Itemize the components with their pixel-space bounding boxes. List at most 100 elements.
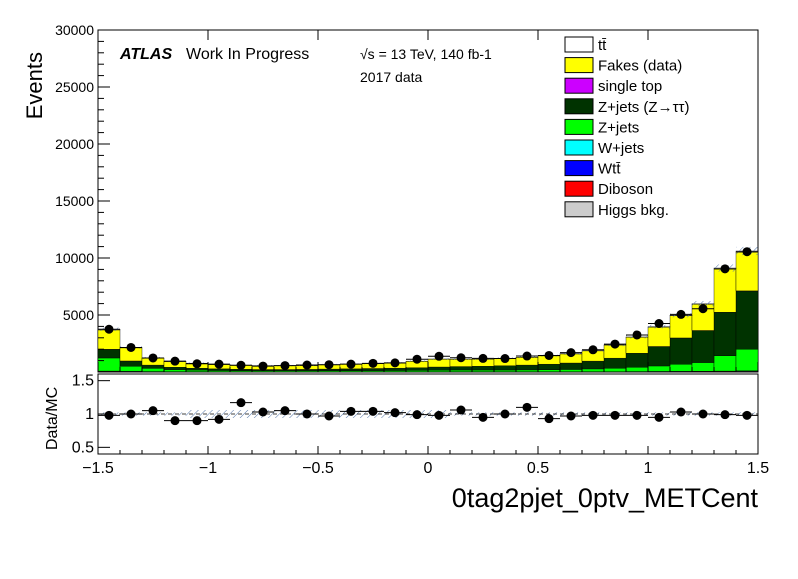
data-point xyxy=(721,264,730,273)
x-tick-label: 0 xyxy=(424,460,433,477)
stack-bar xyxy=(736,252,758,291)
data-point xyxy=(193,359,202,368)
ratio-point xyxy=(347,407,356,416)
data-point xyxy=(655,319,664,328)
y-tick-label: 25000 xyxy=(55,79,94,95)
stack-bar xyxy=(582,361,604,369)
data-point xyxy=(677,310,686,319)
stack-bar xyxy=(692,363,714,372)
stack-bar xyxy=(208,369,230,371)
stack-bar xyxy=(450,370,472,372)
x-tick-label: −1.5 xyxy=(82,460,114,477)
legend-label: Z+jets xyxy=(598,119,639,136)
stack-bar xyxy=(538,364,560,369)
data-point xyxy=(699,304,708,313)
data-point xyxy=(743,247,752,256)
ratio-point xyxy=(259,408,268,417)
stack-bar xyxy=(604,368,626,371)
legend-swatch xyxy=(565,161,593,176)
stack-bar xyxy=(296,369,318,370)
ratio-y-tick-label: 0.5 xyxy=(72,439,94,456)
data-point xyxy=(149,353,158,362)
data-point xyxy=(237,361,246,370)
stack-bar xyxy=(626,367,648,371)
data-point xyxy=(215,360,224,369)
data-point xyxy=(369,359,378,368)
y-tick-label: 10000 xyxy=(55,250,94,266)
stack-bar xyxy=(626,353,648,367)
stack-bar xyxy=(714,269,736,312)
stack-bar xyxy=(340,369,362,371)
stack-bar xyxy=(494,370,516,372)
legend-swatch xyxy=(565,58,593,73)
stack-bar xyxy=(384,368,406,370)
data-point xyxy=(259,362,268,371)
ratio-y-axis-label: Data/MC xyxy=(44,387,61,450)
stack-bar xyxy=(428,367,450,370)
stack-bar xyxy=(164,370,186,372)
legend-swatch xyxy=(565,78,593,93)
data-point xyxy=(281,361,290,370)
data-point xyxy=(457,353,466,362)
stack-bar xyxy=(538,370,560,372)
stack-bar xyxy=(142,368,164,371)
legend-label: Wtt̄ xyxy=(598,161,621,178)
data-point xyxy=(127,343,136,352)
stack-bar xyxy=(714,312,736,355)
stack-bar xyxy=(120,366,142,371)
x-axis-label: 0tag2pjet_0ptv_METCent xyxy=(452,483,759,513)
stack-bar xyxy=(516,370,538,372)
data-point xyxy=(303,361,312,370)
data-point xyxy=(105,325,114,334)
data-point xyxy=(171,357,180,366)
legend-swatch xyxy=(565,202,593,217)
stack-bar xyxy=(362,369,384,371)
legend-swatch xyxy=(565,37,593,52)
stack-bar xyxy=(648,366,670,371)
stack-bar xyxy=(186,368,208,370)
stack-bar xyxy=(560,363,582,369)
ratio-point xyxy=(523,403,532,412)
data-point xyxy=(325,360,334,369)
atlas-sublabel: Work In Progress xyxy=(186,46,309,63)
ratio-point xyxy=(171,416,180,425)
ratio-point xyxy=(611,411,620,420)
y-tick-label: 15000 xyxy=(55,193,94,209)
x-tick-label: 1.5 xyxy=(747,460,769,477)
stack-bar xyxy=(142,365,164,368)
ratio-point xyxy=(699,410,708,419)
stack-bar xyxy=(516,365,538,370)
ratio-point xyxy=(193,416,202,425)
legend-label: tt̄ xyxy=(598,37,607,54)
stack-bar xyxy=(670,364,692,371)
data-point xyxy=(347,360,356,369)
main-y-axis-label: Events xyxy=(22,52,47,119)
legend-label: W+jets xyxy=(598,140,644,157)
ratio-point xyxy=(633,411,642,420)
ratio-point xyxy=(413,410,422,419)
stack-bar xyxy=(626,337,648,353)
ratio-point xyxy=(281,406,290,415)
data-point xyxy=(611,340,620,349)
legend-swatch xyxy=(565,140,593,155)
data-point xyxy=(413,355,422,364)
ratio-point xyxy=(677,408,686,417)
y-tick-label: 20000 xyxy=(55,136,94,152)
stack-bar xyxy=(450,367,472,370)
ratio-point xyxy=(149,406,158,415)
stack-bar xyxy=(472,370,494,372)
ratio-y-tick-label: 1 xyxy=(85,406,94,423)
ratio-point xyxy=(501,410,510,419)
data-point xyxy=(501,354,510,363)
stack-bar xyxy=(120,361,142,366)
stack-bar xyxy=(406,368,428,371)
stack-bar xyxy=(560,369,582,371)
y-tick-label: 5000 xyxy=(63,307,94,323)
ratio-point xyxy=(127,410,136,419)
data-point xyxy=(479,354,488,363)
legend-label: Higgs bkg. xyxy=(598,202,669,219)
